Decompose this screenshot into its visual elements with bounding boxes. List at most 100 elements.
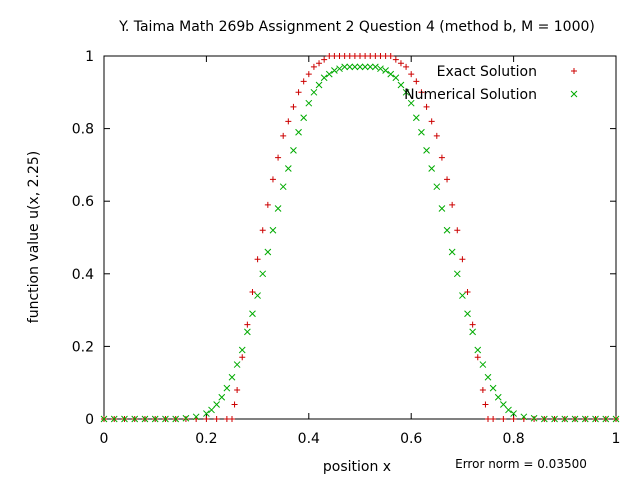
numerical-solution-point: [418, 128, 425, 136]
numerical-solution-point: [141, 415, 149, 423]
x-axis: 0 0.2 0.4 0.6 0.8 1: [100, 56, 621, 447]
numerical-solution-point: [484, 373, 492, 381]
x-tick-label: 0.2: [195, 431, 217, 447]
exact-solution-point: [300, 78, 307, 85]
exact-solution-point: [316, 60, 323, 67]
numerical-solution-point: [592, 415, 599, 423]
exact-solution-point: [469, 321, 476, 328]
numerical-solution-point: [346, 63, 354, 71]
exact-solution-point: [362, 53, 369, 59]
numerical-solution-point: [612, 415, 620, 423]
numerical-solution-point: [464, 310, 471, 318]
numerical-solution-point: [341, 63, 348, 71]
numerical-solution-point: [540, 415, 548, 423]
numerical-solution-point: [121, 415, 128, 423]
exact-solution-point: [490, 416, 497, 422]
numerical-solution-point: [361, 63, 369, 71]
exact-solution-point: [479, 386, 486, 393]
exact-solution-point: [239, 354, 246, 361]
numerical-solution-point: [387, 70, 395, 78]
numerical-solution-point: [131, 415, 139, 423]
numerical-solution-point: [551, 415, 558, 423]
exact-solution-point: [459, 256, 466, 263]
exact-solution-point: [418, 89, 425, 96]
x-tick-label: 0: [100, 431, 109, 447]
exact-solution-point: [474, 354, 481, 361]
exact-solution-point: [295, 89, 302, 96]
exact-solution-point: [403, 63, 410, 70]
numerical-solution-point: [244, 328, 251, 336]
numerical-solution-point: [474, 346, 482, 354]
numerical-solution-point: [151, 415, 159, 423]
x-axis-label: position x: [323, 459, 391, 475]
y-tick-label: 0.2: [72, 339, 94, 355]
numerical-solution-point: [366, 63, 374, 71]
legend-marker-exact: [571, 68, 577, 74]
numerical-solution-point: [259, 270, 267, 278]
exact-solution-point: [259, 227, 266, 234]
plot-frame: [103, 55, 617, 420]
exact-solution-point: [428, 118, 435, 125]
exact-solution-point: [231, 401, 238, 408]
numerical-solution-point: [561, 415, 569, 423]
exact-solution-point: [285, 118, 292, 125]
numerical-solution-point: [602, 415, 610, 423]
exact-solution-point: [397, 60, 404, 67]
numerical-solution-point: [295, 128, 302, 136]
numerical-solution-point: [453, 270, 461, 278]
numerical-solution-point: [315, 81, 323, 89]
legend-cross-marker: [570, 90, 578, 98]
numerical-solution-point: [407, 99, 415, 107]
exact-solution-point: [346, 53, 353, 59]
numerical-solution-point: [110, 415, 118, 423]
exact-solution-point: [357, 53, 363, 59]
numerical-solution-point: [530, 414, 538, 422]
numerical-solution-point: [254, 292, 261, 299]
numerical-solution-point: [428, 165, 436, 172]
numerical-solution-point: [331, 67, 338, 74]
numerical-solution-point: [382, 67, 389, 74]
numerical-solution-point: [494, 393, 502, 401]
numerical-solution-point: [249, 310, 256, 318]
y-tick-label: 0: [85, 412, 94, 428]
numerical-solution-point: [520, 413, 528, 421]
numerical-solution-point: [489, 384, 497, 392]
exact-solution-point: [203, 416, 210, 422]
numerical-solution-point: [571, 415, 579, 423]
numerical-solution-point: [208, 406, 215, 414]
x-tick-label: 0.8: [502, 431, 524, 447]
numerical-solution-point: [500, 401, 507, 408]
y-tick-label: 0.8: [72, 122, 94, 138]
numerical-solution-point: [392, 74, 400, 82]
y-tick-label: 0.6: [72, 194, 94, 210]
numerical-solution-point: [351, 63, 359, 71]
numerical-solution-point: [274, 205, 282, 212]
numerical-solution-point: [233, 361, 241, 368]
y-axis: 0 0.2 0.4 0.6 0.8 1: [72, 49, 616, 428]
numerical-solution-point: [438, 205, 446, 212]
y-axis-label: function value u(x, 2.25): [26, 151, 42, 323]
chart-title: Y. Taima Math 269b Assignment 2 Question…: [118, 19, 595, 35]
legend-marker-numerical: [570, 90, 578, 98]
exact-solution-point: [531, 416, 538, 422]
numerical-solution-point: [269, 226, 277, 234]
exact-solution-point: [444, 176, 451, 183]
numerical-solution-point: [279, 183, 287, 191]
y-tick-label: 0.4: [72, 267, 94, 283]
x-tick-label: 1: [612, 431, 621, 447]
exact-solution-point: [269, 176, 276, 183]
x-tick-label: 0.6: [400, 431, 422, 447]
exact-solution-point: [326, 53, 333, 59]
numerical-solution-point: [402, 88, 410, 96]
x-tick-label: 0.4: [298, 431, 320, 447]
exact-solution-point: [377, 53, 384, 59]
exact-solution-point: [234, 386, 241, 393]
exact-solution-point: [408, 71, 415, 78]
numerical-solution-point: [397, 81, 405, 89]
numerical-solution-point: [448, 248, 456, 256]
exact-solution-point: [413, 78, 420, 85]
numerical-solution-point: [213, 401, 220, 408]
numerical-solution-point: [510, 410, 517, 417]
numerical-solution-point: [581, 415, 589, 423]
